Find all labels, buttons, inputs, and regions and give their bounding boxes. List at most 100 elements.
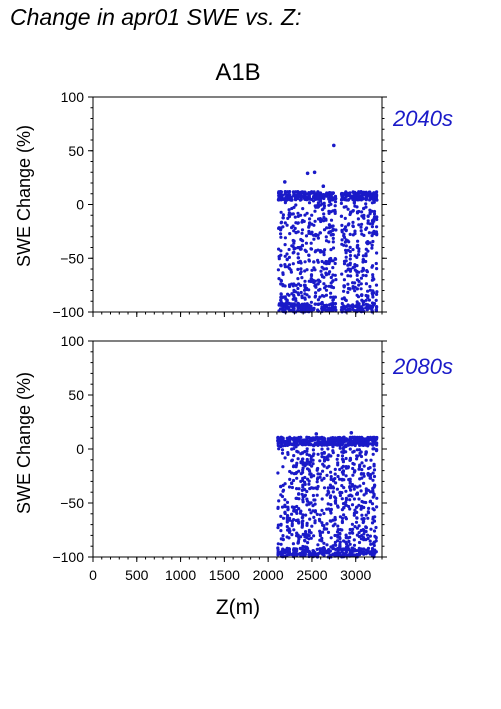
data-point (346, 465, 350, 469)
data-point (375, 225, 379, 229)
data-point (307, 195, 312, 199)
data-point (338, 531, 342, 535)
data-point (331, 228, 335, 232)
data-point (279, 298, 283, 302)
data-point (318, 198, 322, 202)
data-point (281, 537, 285, 542)
data-point (338, 467, 342, 472)
data-point (322, 212, 326, 216)
data-point (316, 258, 320, 262)
data-point (329, 477, 333, 481)
data-point (312, 474, 316, 478)
data-point (372, 529, 377, 533)
data-point (351, 527, 355, 532)
data-point (303, 480, 307, 484)
data-point (348, 257, 352, 261)
data-point (340, 223, 344, 227)
data-point (311, 486, 315, 490)
data-point (287, 263, 292, 267)
data-point (301, 519, 305, 523)
data-point (281, 213, 285, 217)
data-point (301, 457, 305, 461)
data-point (342, 235, 347, 239)
data-point (326, 458, 330, 462)
data-point (348, 498, 352, 502)
data-point (355, 287, 359, 291)
data-point (283, 510, 287, 514)
data-point (348, 535, 352, 539)
data-point (293, 246, 297, 250)
data-point (311, 458, 315, 462)
data-point (353, 525, 357, 529)
data-point (372, 474, 377, 479)
data-point (310, 464, 314, 468)
data-point (292, 282, 296, 286)
data-point (327, 284, 331, 288)
data-point (294, 299, 298, 303)
data-point (338, 477, 342, 481)
data-point (351, 220, 355, 224)
data-point (359, 287, 363, 291)
data-point (333, 518, 337, 522)
data-point (346, 290, 350, 294)
data-point (324, 235, 328, 239)
data-point (348, 507, 352, 511)
data-point (347, 540, 351, 544)
data-point (326, 486, 330, 490)
data-point (277, 247, 281, 251)
data-point (357, 467, 361, 471)
data-point (355, 205, 359, 209)
data-point (294, 552, 298, 556)
data-point (287, 293, 291, 297)
data-point (366, 289, 370, 293)
data-point (357, 303, 361, 307)
data-point (364, 274, 368, 278)
data-point (291, 262, 295, 266)
data-point (305, 447, 309, 451)
data-point (288, 232, 292, 236)
data-point (297, 469, 301, 473)
data-point (355, 264, 359, 268)
data-point (320, 536, 324, 541)
data-point (348, 447, 352, 451)
data-point (331, 240, 335, 244)
data-point (331, 279, 335, 283)
data-point (342, 547, 346, 551)
data-point (360, 468, 364, 472)
data-point (287, 547, 291, 551)
data-point (348, 250, 352, 254)
data-point (320, 259, 324, 264)
y-tick-label: −100 (52, 549, 84, 565)
data-point (340, 484, 344, 488)
data-point (294, 195, 298, 199)
data-point (276, 471, 280, 475)
data-point (357, 283, 361, 287)
data-point (313, 302, 317, 306)
data-point (355, 492, 359, 496)
data-point (312, 452, 316, 456)
data-point (297, 487, 301, 491)
data-point (294, 203, 298, 207)
data-point (325, 473, 329, 477)
data-point (318, 459, 322, 463)
data-point (348, 269, 352, 273)
x-tick-label: 1500 (209, 567, 240, 583)
data-point (362, 216, 366, 220)
data-point (285, 258, 289, 262)
data-point (331, 246, 336, 250)
data-point (285, 304, 289, 308)
data-point (285, 252, 289, 256)
data-point (348, 191, 352, 195)
data-point (316, 191, 320, 195)
data-point (372, 447, 376, 451)
data-point (276, 542, 280, 546)
data-point (292, 518, 296, 522)
data-point (366, 510, 370, 514)
data-point (324, 218, 328, 222)
data-point (352, 462, 356, 466)
data-point (304, 234, 309, 238)
data-point (328, 549, 332, 553)
data-point (352, 547, 356, 551)
data-point (283, 443, 287, 448)
data-point (309, 472, 313, 476)
